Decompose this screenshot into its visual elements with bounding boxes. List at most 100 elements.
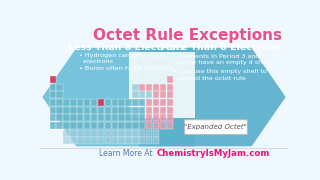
Bar — [118, 122, 125, 129]
Bar — [153, 122, 159, 129]
Text: • Can use this empty shell to
  exceed the octet rule: • Can use this empty shell to exceed the… — [173, 69, 267, 80]
Bar — [63, 130, 70, 137]
Bar — [63, 122, 70, 129]
Bar — [153, 130, 159, 137]
FancyBboxPatch shape — [185, 120, 247, 134]
Bar — [77, 130, 84, 137]
Text: • Hydrogen can only have 2
  electrons: • Hydrogen can only have 2 electrons — [79, 53, 169, 64]
Bar — [91, 114, 97, 121]
Bar — [63, 137, 70, 145]
Bar — [63, 114, 70, 121]
Bar — [153, 91, 159, 98]
Bar — [105, 114, 111, 121]
Bar — [132, 99, 139, 106]
Bar — [112, 130, 118, 137]
Bar — [146, 84, 152, 91]
Bar — [167, 107, 173, 114]
Text: • Boron often has 6 electrons: • Boron often has 6 electrons — [79, 66, 174, 71]
Bar — [98, 99, 104, 106]
Bar — [153, 99, 159, 106]
Bar — [118, 130, 125, 137]
Bar — [91, 99, 97, 106]
Bar — [153, 114, 159, 121]
Bar — [132, 130, 139, 137]
Bar — [77, 99, 84, 106]
Bar — [91, 122, 97, 129]
Bar — [167, 84, 173, 91]
Bar — [63, 107, 70, 114]
Text: More Than 8 Electrons: More Than 8 Electrons — [160, 43, 280, 52]
Bar — [125, 107, 132, 114]
Bar — [132, 107, 139, 114]
Text: Less Than 8 Electrons: Less Than 8 Electrons — [68, 43, 185, 52]
Bar — [105, 107, 111, 114]
Bar — [57, 84, 63, 91]
Bar — [112, 107, 118, 114]
Bar — [153, 107, 159, 114]
Bar — [112, 122, 118, 129]
Polygon shape — [42, 48, 195, 146]
Bar — [139, 130, 145, 137]
Bar — [118, 99, 125, 106]
Bar — [132, 114, 139, 121]
Bar — [91, 107, 97, 114]
Bar — [84, 107, 90, 114]
Bar — [57, 91, 63, 98]
Bar — [77, 137, 84, 145]
Bar — [132, 137, 139, 145]
Bar — [146, 122, 152, 129]
Bar — [167, 76, 173, 83]
Bar — [153, 84, 159, 91]
Bar — [57, 99, 63, 106]
Bar — [167, 91, 173, 98]
Bar — [112, 114, 118, 121]
FancyBboxPatch shape — [129, 52, 195, 118]
Bar — [98, 107, 104, 114]
Bar — [160, 114, 166, 121]
Bar — [160, 122, 166, 129]
Bar — [139, 91, 145, 98]
Bar — [50, 107, 56, 114]
Text: • Elements in Period 3 and
  below have an empty d shell: • Elements in Period 3 and below have an… — [173, 54, 270, 65]
Bar — [160, 91, 166, 98]
Bar — [146, 114, 152, 121]
Bar — [112, 99, 118, 106]
Bar — [132, 91, 139, 98]
Bar — [50, 76, 56, 83]
Bar — [70, 122, 76, 129]
Bar — [70, 107, 76, 114]
Text: Learn More At: Learn More At — [99, 149, 155, 158]
Bar — [50, 84, 56, 91]
Bar — [139, 137, 145, 145]
Bar — [118, 114, 125, 121]
Bar — [146, 99, 152, 106]
Bar — [84, 137, 90, 145]
Bar — [146, 107, 152, 114]
Bar — [50, 122, 56, 129]
Bar — [160, 99, 166, 106]
Bar — [63, 99, 70, 106]
Bar — [167, 122, 173, 129]
Bar — [50, 114, 56, 121]
Bar — [77, 122, 84, 129]
Bar — [98, 122, 104, 129]
Bar — [84, 99, 90, 106]
Bar — [118, 137, 125, 145]
Bar — [91, 137, 97, 145]
Bar — [98, 137, 104, 145]
Bar — [112, 137, 118, 145]
Bar — [50, 91, 56, 98]
Bar — [139, 107, 145, 114]
Bar — [98, 114, 104, 121]
Bar — [125, 122, 132, 129]
Polygon shape — [139, 48, 286, 146]
Bar — [50, 99, 56, 106]
Bar — [125, 137, 132, 145]
Bar — [139, 84, 145, 91]
Bar — [105, 99, 111, 106]
Bar — [167, 114, 173, 121]
Bar — [57, 122, 63, 129]
Bar — [105, 130, 111, 137]
Bar — [132, 84, 139, 91]
Bar — [125, 130, 132, 137]
